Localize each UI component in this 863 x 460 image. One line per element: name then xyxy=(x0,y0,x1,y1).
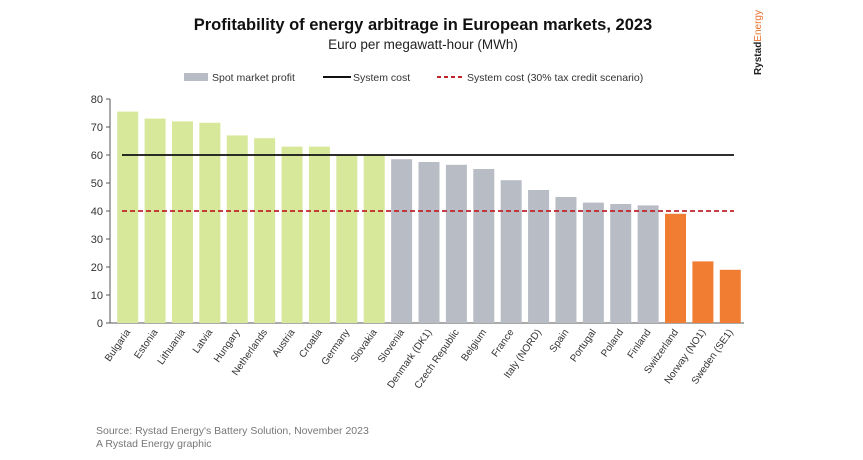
credit-note: A Rystad Energy graphic xyxy=(96,438,212,450)
x-tick-label: Portugal xyxy=(568,327,598,364)
bar-netherlands xyxy=(254,138,276,323)
x-tick-label: Estonia xyxy=(132,327,160,361)
bar-slovenia xyxy=(391,159,413,323)
x-tick-label: Austria xyxy=(271,327,298,359)
x-tick-label: Belgium xyxy=(460,327,490,363)
x-tick-label: Bulgaria xyxy=(103,327,133,364)
y-tick-label: 40 xyxy=(91,206,103,218)
bar-sweden-se1 xyxy=(719,269,741,323)
bar-poland xyxy=(610,204,632,323)
bar-croatia xyxy=(308,146,330,323)
bar-switzerland xyxy=(665,213,687,323)
y-tick-label: 10 xyxy=(91,290,103,302)
legend-label-spot: Spot market profit xyxy=(212,72,295,84)
x-tick-label: Croatia xyxy=(297,327,325,360)
source-note: Source: Rystad Energy's Battery Solution… xyxy=(96,425,369,437)
chart-subtitle: Euro per megawatt-hour (MWh) xyxy=(328,37,518,52)
y-tick-label: 80 xyxy=(91,94,103,106)
bar-czech-republic xyxy=(445,164,467,323)
left-margin xyxy=(0,0,78,460)
bar-latvia xyxy=(199,122,221,323)
bar-chart: Spot market profit System cost System co… xyxy=(91,72,744,391)
y-tick-label: 20 xyxy=(91,262,103,274)
y-tick-label: 0 xyxy=(97,318,103,330)
x-tick-label: Lithuania xyxy=(156,327,189,367)
legend-label-system: System cost xyxy=(353,72,410,84)
bar-hungary xyxy=(226,135,248,323)
bar-germany xyxy=(336,155,358,323)
chart-card: Profitability of energy arbitrage in Eur… xyxy=(78,0,768,460)
bar-denmark-dk1 xyxy=(418,162,440,323)
x-tick-label: France xyxy=(490,327,517,359)
bar-italy-nord xyxy=(528,190,550,323)
x-tick-label: Latvia xyxy=(191,327,216,356)
bar-france xyxy=(500,180,522,323)
bar-portugal xyxy=(582,202,604,323)
bar-lithuania xyxy=(171,121,193,324)
legend-swatch-spot xyxy=(184,73,208,81)
right-margin xyxy=(768,0,846,460)
y-tick-label: 50 xyxy=(91,178,103,190)
chart-title: Profitability of energy arbitrage in Eur… xyxy=(193,16,653,34)
legend-label-tax: System cost (30% tax credit scenario) xyxy=(467,72,643,84)
y-tick-label: 30 xyxy=(91,234,103,246)
bar-austria xyxy=(281,146,303,323)
y-tick-label: 70 xyxy=(91,122,103,134)
legend: Spot market profit System cost System co… xyxy=(184,72,643,84)
y-tick-label: 60 xyxy=(91,150,103,162)
bar-belgium xyxy=(473,169,495,323)
bar-finland xyxy=(637,205,659,323)
bar-norway-no1 xyxy=(692,261,714,323)
x-tick-label: Poland xyxy=(599,327,626,359)
bar-slovakia xyxy=(363,155,385,323)
bar-spain xyxy=(555,197,577,323)
bar-estonia xyxy=(144,118,166,323)
bars xyxy=(117,111,741,324)
bar-bulgaria xyxy=(117,111,139,323)
reference-lines xyxy=(122,154,734,212)
x-tick-label: Germany xyxy=(320,327,353,367)
x-tick-label: Finland xyxy=(626,327,654,360)
x-tick-label: Spain xyxy=(548,327,572,354)
